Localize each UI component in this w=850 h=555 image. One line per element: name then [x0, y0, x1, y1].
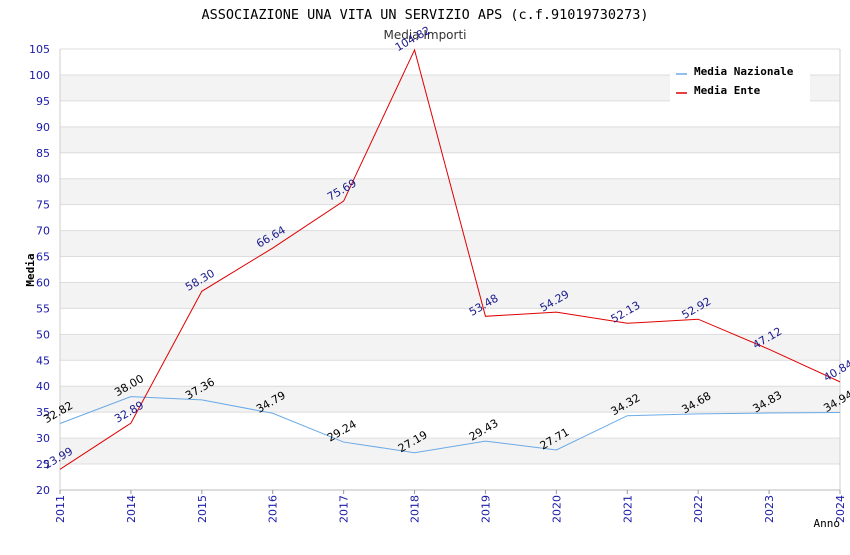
- y-tick-label: 100: [29, 69, 50, 82]
- grid-band: [60, 438, 840, 465]
- y-tick-label: 70: [36, 225, 50, 238]
- x-tick-label: 2024: [834, 495, 847, 523]
- data-label: 23.99: [41, 445, 75, 472]
- y-tick-label: 80: [36, 173, 50, 186]
- x-tick-label: 2016: [267, 495, 280, 523]
- x-axis-label: Anno: [814, 517, 841, 530]
- legend-label: Media Nazionale: [694, 65, 794, 78]
- x-tick-label: 2017: [338, 495, 351, 523]
- legend-box: [670, 60, 810, 102]
- grid-band: [60, 282, 840, 309]
- y-axis: 20 25 30 35 40 45 50 55 60 65 70 75 80 85 90 95 100 105: [29, 43, 50, 497]
- legend: Media Nazionale Media Ente: [670, 60, 810, 102]
- y-tick-label: 50: [36, 328, 50, 341]
- y-tick-label: 85: [36, 147, 50, 160]
- y-tick-label: 65: [36, 251, 50, 264]
- legend-label: Media Ente: [694, 84, 761, 97]
- grid-bands: [59, 48, 841, 491]
- y-tick-label: 55: [36, 302, 50, 315]
- grid-band: [60, 230, 840, 257]
- y-tick-label: 25: [36, 458, 50, 471]
- y-tick-label: 75: [36, 199, 50, 212]
- x-tick-label: 2019: [479, 495, 492, 523]
- data-label: 32.82: [41, 399, 75, 426]
- x-tick-label: 2015: [196, 495, 209, 523]
- grid-band: [60, 334, 840, 361]
- y-tick-label: 60: [36, 276, 50, 289]
- y-tick-label: 95: [36, 95, 50, 108]
- x-tick-label: 2011: [54, 495, 67, 523]
- y-tick-label: 20: [36, 484, 50, 497]
- x-tick-label: 2023: [763, 495, 776, 523]
- y-tick-label: 105: [29, 43, 50, 56]
- x-tick-label: 2022: [692, 495, 705, 523]
- x-axis: 2011 2014 2015 2016 2017 2018 2019 2020 2021 2022…: [54, 489, 847, 523]
- y-tick-label: 90: [36, 121, 50, 134]
- y-tick-label: 40: [36, 380, 50, 393]
- x-tick-label: 2020: [550, 495, 563, 523]
- y-tick-label: 35: [36, 406, 50, 419]
- series-line: [59, 48, 841, 470]
- y-axis-label: Media: [24, 253, 37, 286]
- grid-band: [60, 126, 840, 153]
- y-tick-label: 45: [36, 354, 50, 367]
- x-tick-label: 2021: [621, 495, 634, 523]
- x-tick-label: 2014: [125, 495, 138, 523]
- y-tick-label: 30: [36, 432, 50, 445]
- chart-subtitle: Media Importi: [383, 28, 466, 42]
- series-lines: [59, 48, 841, 470]
- chart-title: ASSOCIAZIONE UNA VITA UN SERVIZIO APS (c…: [201, 7, 648, 23]
- series-line: [59, 396, 841, 454]
- x-tick-label: 2018: [409, 495, 422, 523]
